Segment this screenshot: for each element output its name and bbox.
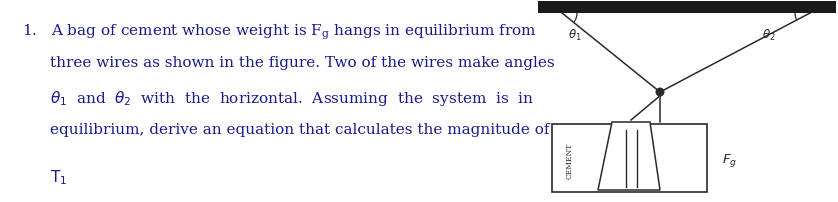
Text: $\theta_2$: $\theta_2$ [762, 28, 776, 43]
Text: equilibrium, derive an equation that calculates the magnitude of: equilibrium, derive an equation that cal… [50, 122, 550, 136]
Bar [538, 2, 836, 14]
Text: $\mathrm{T_1}$: $\mathrm{T_1}$ [50, 167, 67, 186]
Polygon shape [598, 122, 660, 190]
Text: $\theta_1$: $\theta_1$ [568, 28, 582, 43]
Circle shape [656, 89, 664, 96]
Text: 1.   A bag of cement whose weight is $\mathregular{F_g}$ hangs in equilibrium fr: 1. A bag of cement whose weight is $\mat… [22, 23, 536, 42]
Text: three wires as shown in the figure. Two of the wires make angles: three wires as shown in the figure. Two … [50, 56, 555, 70]
Text: CEMENT: CEMENT [566, 142, 574, 178]
Text: $\theta_1$  and  $\theta_2$  with  the  horizontal.  Assuming  the  system  is  : $\theta_1$ and $\theta_2$ with the horiz… [50, 88, 534, 107]
Bar [552, 124, 707, 192]
Text: $F_g$: $F_g$ [722, 152, 737, 169]
